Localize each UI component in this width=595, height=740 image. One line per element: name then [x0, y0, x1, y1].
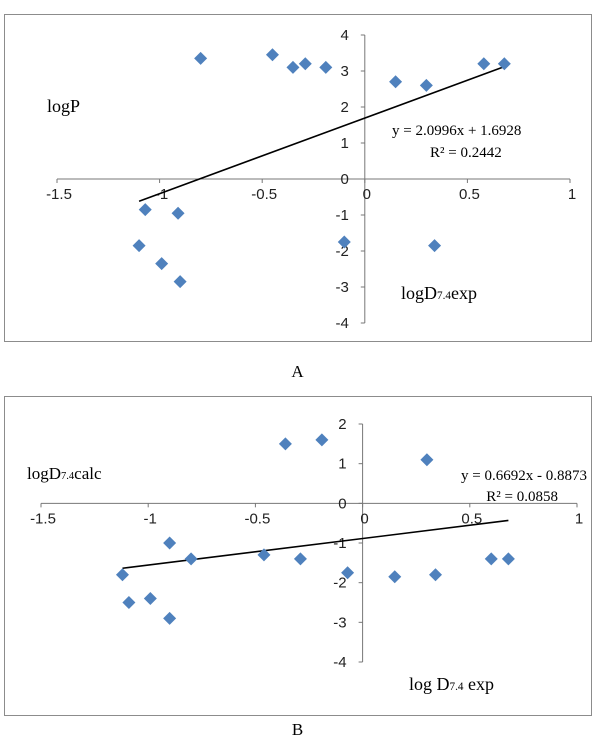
data-point — [163, 536, 177, 550]
x-tick-label: 0 — [363, 186, 371, 203]
y-tick-label: 1 — [338, 456, 346, 473]
y-tick-label: 3 — [340, 63, 348, 80]
data-point — [315, 433, 329, 447]
data-point — [389, 75, 403, 89]
chart-panel-b: -1.5 -1 -0.5 0 0.5 1 -4 -3 -2 -1 0 1 2 logD7.4calc log… — [4, 396, 592, 716]
x-tick-label: 0.5 — [459, 186, 480, 203]
data-point — [163, 611, 177, 625]
trendline — [122, 519, 509, 570]
data-point — [171, 206, 185, 220]
x-axis-label: log D7.4 exp — [409, 674, 494, 694]
data-point — [477, 57, 491, 71]
data-point — [278, 437, 292, 451]
data-point — [115, 568, 129, 582]
data-point — [319, 60, 333, 74]
y-tick-label: 0 — [340, 171, 348, 188]
data-point — [293, 552, 307, 566]
data-point — [298, 57, 312, 71]
x-tick-label: 0.5 — [461, 510, 482, 527]
data-point — [184, 552, 198, 566]
r-squared-label: R² = 0.0858 — [486, 489, 558, 505]
y-tick-label: -4 — [335, 315, 348, 332]
data-point — [257, 548, 271, 562]
x-axis-label: logD7.4exp — [401, 283, 477, 303]
y-tick-label: 2 — [338, 416, 346, 433]
x-tick-label: -1 — [155, 186, 168, 203]
data-point — [428, 239, 442, 253]
x-tick-label: 1 — [568, 186, 576, 203]
trendline-equation: y = 2.0996x + 1.6928 — [392, 123, 521, 139]
chart-b-svg: -1.5 -1 -0.5 0 0.5 1 -4 -3 -2 -1 0 1 2 logD7.4calc log… — [27, 416, 587, 694]
panel-label-a: A — [291, 362, 304, 381]
data-point — [419, 78, 433, 92]
data-point — [337, 235, 351, 249]
y-tick-label: -3 — [335, 279, 348, 296]
data-point — [497, 57, 511, 71]
y-axis-label: logP — [47, 96, 80, 116]
data-point — [286, 60, 300, 74]
x-tick-label: -0.5 — [244, 510, 270, 527]
y-tick-label: -2 — [333, 575, 346, 592]
data-point — [341, 566, 355, 580]
x-tick-label: -1 — [144, 510, 157, 527]
chart-a-svg: -1.5 -1 -0.5 0 0.5 1-4-3-2-101234logPlogD7.4e… — [46, 27, 576, 332]
x-tick-label: -0.5 — [251, 186, 277, 203]
data-point — [501, 552, 515, 566]
trendline-equation: y = 0.6692x - 0.8873 — [461, 468, 587, 484]
y-tick-label: -1 — [335, 207, 348, 224]
x-tick-label: -1.5 — [46, 186, 72, 203]
x-tick-label: 1 — [575, 510, 583, 527]
r-squared-label: R² = 0.2442 — [430, 145, 502, 161]
data-point — [132, 239, 146, 253]
trendline — [138, 65, 505, 202]
data-point — [388, 570, 402, 584]
data-point — [138, 203, 152, 217]
data-point — [484, 552, 498, 566]
y-tick-label: -1 — [333, 535, 346, 552]
y-tick-label: 0 — [338, 495, 346, 512]
y-tick-label: 1 — [340, 135, 348, 152]
y-axis-label: logD7.4calc — [27, 464, 102, 483]
data-point — [428, 568, 442, 582]
data-point — [420, 453, 434, 467]
data-point — [173, 275, 187, 289]
y-tick-label: 2 — [340, 99, 348, 116]
panel-label-b: B — [291, 720, 304, 739]
x-tick-label: -1.5 — [30, 510, 56, 527]
data-point — [122, 596, 136, 609]
chart-panel-a: -1.5 -1 -0.5 0 0.5 1 -4 -3 -2 -1 0 1 2 3 4 logP logD7.4e… — [4, 14, 592, 342]
data-point — [143, 592, 157, 606]
data-point — [194, 51, 208, 65]
y-tick-label: -3 — [333, 614, 346, 631]
y-tick-label: -4 — [333, 654, 346, 671]
data-point — [155, 257, 169, 271]
y-tick-label: 4 — [340, 27, 348, 44]
x-tick-label: 0 — [360, 510, 368, 527]
data-point — [265, 48, 279, 62]
